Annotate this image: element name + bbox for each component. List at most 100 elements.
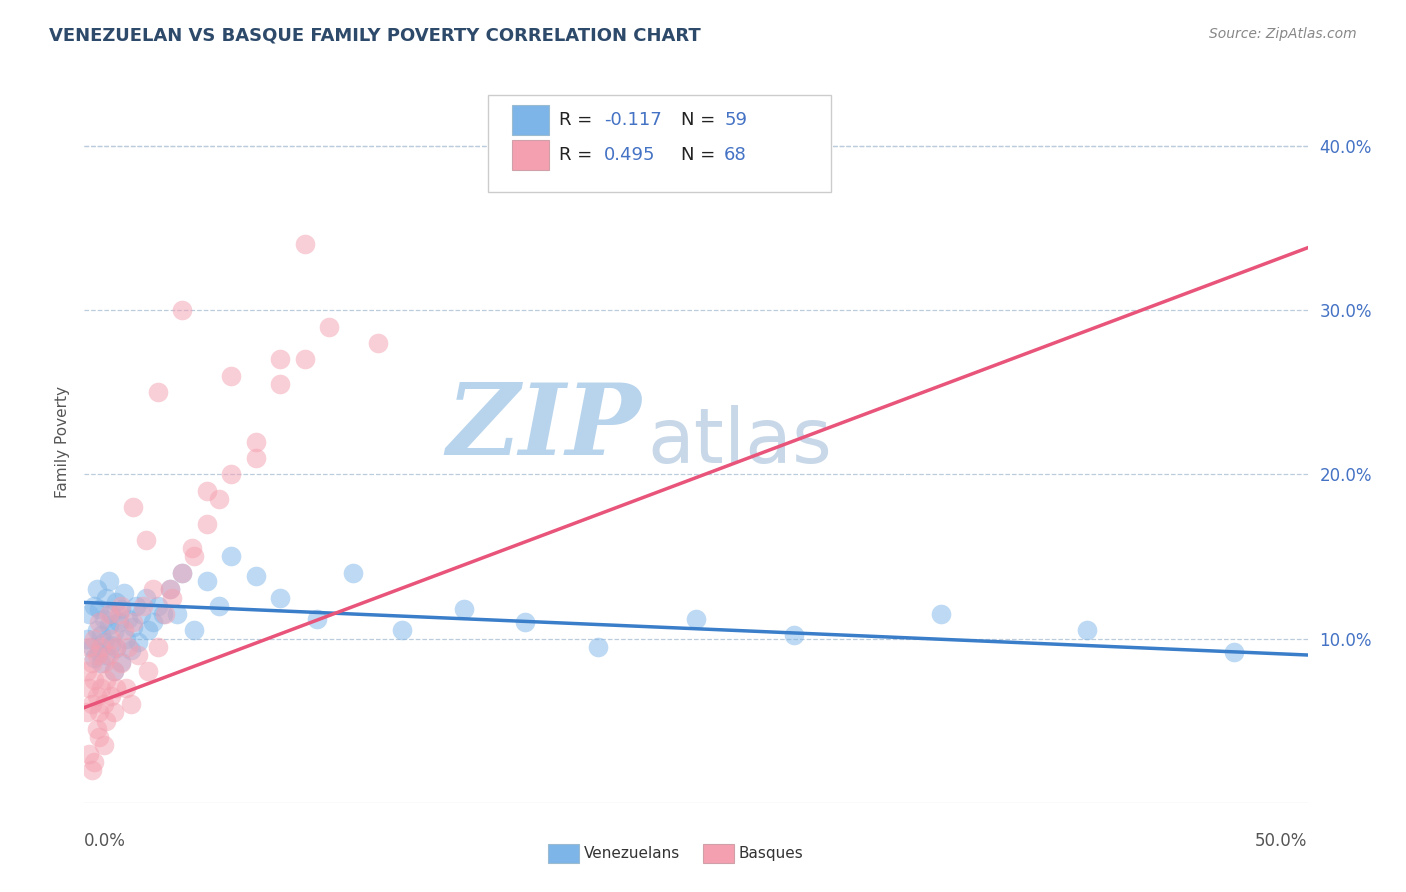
Point	[77, 640, 100, 654]
Point	[115, 632, 138, 646]
Point	[195, 516, 218, 531]
Point	[86, 648, 108, 662]
Point	[245, 450, 267, 465]
Point	[93, 698, 115, 712]
Point	[129, 607, 152, 621]
Point	[96, 673, 118, 687]
Text: VENEZUELAN VS BASQUE FAMILY POVERTY CORRELATION CHART: VENEZUELAN VS BASQUE FAMILY POVERTY CORR…	[49, 27, 702, 45]
Point	[1223, 645, 1246, 659]
Point	[76, 706, 98, 720]
Text: Venezuelans: Venezuelans	[583, 847, 679, 861]
Point	[269, 591, 291, 605]
Point	[117, 640, 139, 654]
Point	[86, 722, 108, 736]
Point	[103, 665, 125, 679]
Point	[122, 615, 145, 630]
Point	[103, 706, 125, 720]
Point	[83, 651, 105, 665]
Text: R =: R =	[560, 111, 598, 129]
Point	[93, 657, 115, 671]
Point	[86, 624, 108, 638]
Point	[219, 368, 242, 383]
Point	[586, 640, 609, 654]
Point	[97, 618, 120, 632]
Text: 68: 68	[724, 146, 747, 164]
Point	[122, 500, 145, 515]
Point	[146, 385, 169, 400]
Text: 59: 59	[724, 111, 747, 129]
Point	[117, 612, 139, 626]
Point	[105, 595, 128, 609]
Point	[172, 566, 194, 580]
Point	[127, 635, 149, 649]
Point	[93, 612, 115, 626]
Point	[100, 607, 122, 621]
Point	[86, 689, 108, 703]
Point	[183, 549, 205, 564]
Text: ZIP: ZIP	[446, 379, 641, 475]
Point	[100, 632, 122, 646]
Point	[219, 467, 242, 482]
Point	[195, 483, 218, 498]
Point	[159, 582, 181, 597]
Point	[76, 665, 98, 679]
Point	[86, 582, 108, 597]
Point	[103, 625, 125, 640]
Point	[96, 591, 118, 605]
Text: R =: R =	[560, 146, 598, 164]
Point	[93, 635, 115, 649]
Point	[125, 599, 148, 613]
Point	[100, 689, 122, 703]
Text: N =: N =	[682, 146, 721, 164]
Point	[83, 632, 105, 646]
Point	[305, 612, 328, 626]
Point	[96, 714, 118, 728]
Point	[76, 632, 98, 646]
Point	[80, 640, 103, 654]
Point	[107, 615, 129, 630]
Point	[142, 615, 165, 630]
Point	[112, 624, 135, 638]
Point	[453, 602, 475, 616]
Point	[159, 582, 181, 597]
Point	[294, 352, 316, 367]
Text: atlas: atlas	[647, 405, 832, 478]
Point	[269, 352, 291, 367]
Point	[105, 681, 128, 695]
Point	[107, 607, 129, 621]
Point	[83, 673, 105, 687]
Point	[103, 665, 125, 679]
Point	[77, 747, 100, 761]
Point	[87, 602, 110, 616]
Point	[87, 730, 110, 744]
Point	[367, 336, 389, 351]
Point	[112, 585, 135, 599]
Point	[77, 607, 100, 621]
Point	[172, 303, 194, 318]
Point	[105, 641, 128, 656]
Point	[80, 763, 103, 777]
Point	[391, 624, 413, 638]
Point	[90, 681, 112, 695]
Text: 0.0%: 0.0%	[84, 832, 127, 850]
Point	[245, 434, 267, 449]
Point	[162, 591, 184, 605]
Point	[93, 739, 115, 753]
Text: 0.495: 0.495	[605, 146, 655, 164]
Point	[110, 602, 132, 616]
Point	[105, 640, 128, 654]
Point	[166, 607, 188, 621]
Point	[153, 607, 176, 621]
Point	[1076, 624, 1098, 638]
Point	[219, 549, 242, 564]
Point	[136, 665, 159, 679]
Point	[87, 645, 110, 659]
Point	[87, 615, 110, 630]
Point	[172, 566, 194, 580]
Point	[132, 599, 155, 613]
Point	[135, 591, 157, 605]
Text: N =: N =	[682, 111, 721, 129]
Point	[120, 698, 142, 712]
Point	[294, 237, 316, 252]
Point	[146, 599, 169, 613]
